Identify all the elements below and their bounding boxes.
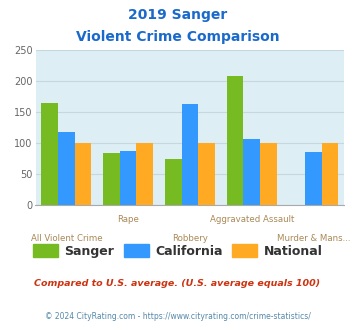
Text: Violent Crime Comparison: Violent Crime Comparison [76, 30, 279, 44]
Text: Murder & Mans...: Murder & Mans... [277, 234, 350, 243]
Bar [136, 143, 153, 205]
Legend: Sanger, California, National: Sanger, California, National [27, 239, 328, 263]
Bar [244, 139, 260, 205]
Bar [322, 143, 338, 205]
Text: Rape: Rape [117, 215, 139, 224]
Bar [58, 132, 75, 205]
Text: © 2024 CityRating.com - https://www.cityrating.com/crime-statistics/: © 2024 CityRating.com - https://www.city… [45, 312, 310, 321]
Text: Robbery: Robbery [172, 234, 208, 243]
Text: Compared to U.S. average. (U.S. average equals 100): Compared to U.S. average. (U.S. average … [34, 279, 321, 288]
Bar [305, 152, 322, 205]
Bar [120, 150, 136, 205]
Bar [198, 143, 215, 205]
Bar [260, 143, 277, 205]
Bar [165, 159, 182, 205]
Bar [182, 104, 198, 205]
Text: 2019 Sanger: 2019 Sanger [128, 8, 227, 22]
Bar [103, 153, 120, 205]
Bar [75, 143, 91, 205]
Text: Aggravated Assault: Aggravated Assault [209, 215, 294, 224]
Text: All Violent Crime: All Violent Crime [31, 234, 102, 243]
Bar [227, 76, 244, 205]
Bar [42, 104, 58, 205]
